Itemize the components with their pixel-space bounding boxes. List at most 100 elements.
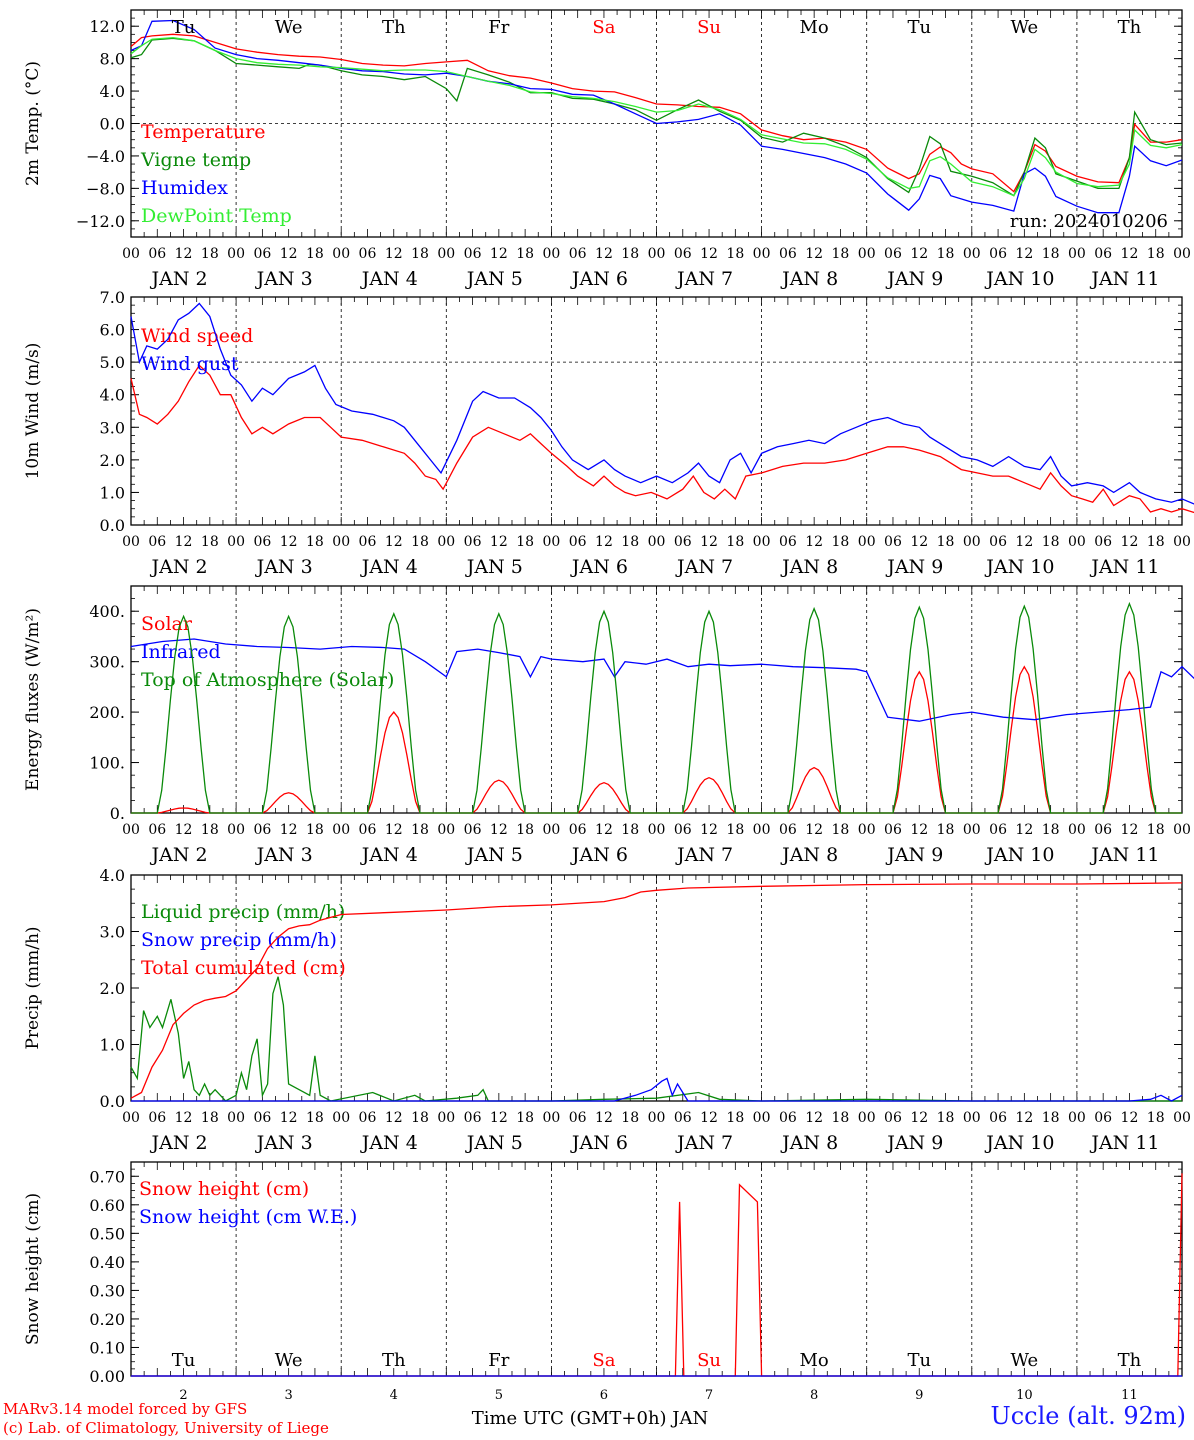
hour-label: 18 — [516, 246, 534, 262]
hour-label: 18 — [1042, 1110, 1060, 1126]
y-tick-label: 5.0 — [100, 353, 125, 372]
hour-label: 06 — [464, 534, 482, 550]
hour-label: 00 — [437, 246, 455, 262]
hour-label: 12 — [700, 822, 718, 838]
hour-label: 06 — [674, 246, 692, 262]
hour-label: 18 — [937, 246, 955, 262]
hour-label: 06 — [464, 1110, 482, 1126]
hour-label: 18 — [937, 534, 955, 550]
hour-label: 18 — [411, 534, 429, 550]
series-line — [130, 37, 1183, 197]
hour-label: 00 — [437, 822, 455, 838]
hour-label: 06 — [253, 822, 271, 838]
legend-entry: Snow height (cm) — [139, 1178, 309, 1200]
hour-label: 18 — [306, 1110, 324, 1126]
y-tick-label: 1.0 — [100, 1036, 125, 1055]
hour-label: 18 — [306, 246, 324, 262]
hour-label: 00 — [858, 1110, 876, 1126]
hour-label: 06 — [148, 534, 166, 550]
y-tick-label: 0.00 — [89, 1367, 125, 1386]
hour-label: 06 — [253, 534, 271, 550]
date-label: JAN 4 — [360, 1132, 418, 1154]
hour-label: 12 — [175, 534, 193, 550]
day-name: Th — [1118, 17, 1142, 38]
hour-label: 06 — [148, 246, 166, 262]
hour-label: 00 — [227, 246, 245, 262]
day-number: 4 — [390, 1388, 398, 1403]
y-axis-label: Snow height (cm) — [23, 1193, 43, 1345]
date-label: JAN 7 — [675, 844, 733, 866]
y-tick-label: 2.0 — [100, 451, 125, 470]
day-name: Sa — [592, 1350, 615, 1371]
date-label: JAN 9 — [885, 1132, 943, 1154]
hour-label: 12 — [805, 822, 823, 838]
hour-label: 00 — [648, 822, 666, 838]
hour-label: 06 — [989, 246, 1007, 262]
date-label: JAN 3 — [255, 268, 313, 290]
day-number: 11 — [1121, 1388, 1138, 1403]
day-name: We — [275, 17, 303, 38]
date-label: JAN 3 — [255, 556, 313, 578]
legend-entry: Wind gust — [141, 353, 239, 375]
legend-entry: Snow height (cm W.E.) — [139, 1206, 357, 1228]
model-info: MARv3.14 model forced by GFS — [3, 1400, 248, 1418]
date-label: JAN 8 — [780, 556, 838, 578]
hour-label: 00 — [963, 1110, 981, 1126]
y-tick-label: 400. — [89, 602, 125, 621]
hour-label: 12 — [805, 534, 823, 550]
hour-label: 12 — [1015, 822, 1033, 838]
hour-label: 06 — [569, 246, 587, 262]
x-axis-label: Time UTC (GMT+0h) JAN — [472, 1408, 709, 1429]
hour-label: 06 — [674, 822, 692, 838]
hour-label: 06 — [779, 822, 797, 838]
hour-label: 06 — [884, 534, 902, 550]
hour-label: 00 — [648, 1110, 666, 1126]
hour-label: 12 — [280, 534, 298, 550]
day-name: Fr — [488, 17, 509, 38]
series-line — [130, 302, 1194, 505]
date-label: JAN 10 — [984, 844, 1054, 866]
y-axis-label: 2m Temp. (°C) — [23, 61, 43, 186]
day-name: We — [1011, 1350, 1039, 1371]
hour-label: 00 — [753, 534, 771, 550]
y-tick-label: 0.70 — [89, 1167, 125, 1186]
series-line — [130, 36, 1183, 197]
date-label: JAN 6 — [570, 1132, 628, 1154]
y-tick-label: 0.30 — [89, 1281, 125, 1300]
day-name: Mo — [800, 17, 829, 38]
hour-label: 00 — [332, 246, 350, 262]
day-number: 5 — [495, 1388, 503, 1403]
date-label: JAN 11 — [1089, 268, 1159, 290]
date-label: JAN 2 — [150, 556, 208, 578]
series-line — [130, 638, 1194, 722]
hour-label: 12 — [805, 1110, 823, 1126]
lab-info: (c) Lab. of Climatology, University of L… — [3, 1419, 329, 1437]
hour-label: 00 — [1173, 246, 1191, 262]
y-tick-label: 7.0 — [100, 288, 125, 307]
hour-label: 00 — [963, 246, 981, 262]
hour-label: 18 — [726, 534, 744, 550]
series-line — [130, 33, 1183, 193]
hour-label: 00 — [858, 534, 876, 550]
hour-label: 00 — [542, 246, 560, 262]
hour-label: 06 — [1094, 246, 1112, 262]
hour-label: 18 — [516, 534, 534, 550]
day-name: Mo — [800, 1350, 829, 1371]
y-tick-label: 0.20 — [89, 1310, 125, 1329]
hour-label: 06 — [359, 534, 377, 550]
day-name: Fr — [488, 1350, 509, 1371]
y-tick-label: 0.60 — [89, 1196, 125, 1215]
day-number: 7 — [705, 1388, 713, 1403]
hour-label: 06 — [884, 246, 902, 262]
date-label: JAN 10 — [984, 268, 1054, 290]
date-label: JAN 5 — [465, 1132, 523, 1154]
hour-label: 00 — [332, 822, 350, 838]
hour-label: 18 — [832, 534, 850, 550]
hour-label: 12 — [490, 1110, 508, 1126]
y-tick-label: −12.0 — [76, 212, 125, 231]
hour-label: 12 — [385, 246, 403, 262]
hour-label: 12 — [175, 246, 193, 262]
hour-label: 18 — [937, 822, 955, 838]
date-label: JAN 2 — [150, 1132, 208, 1154]
hour-label: 12 — [595, 534, 613, 550]
